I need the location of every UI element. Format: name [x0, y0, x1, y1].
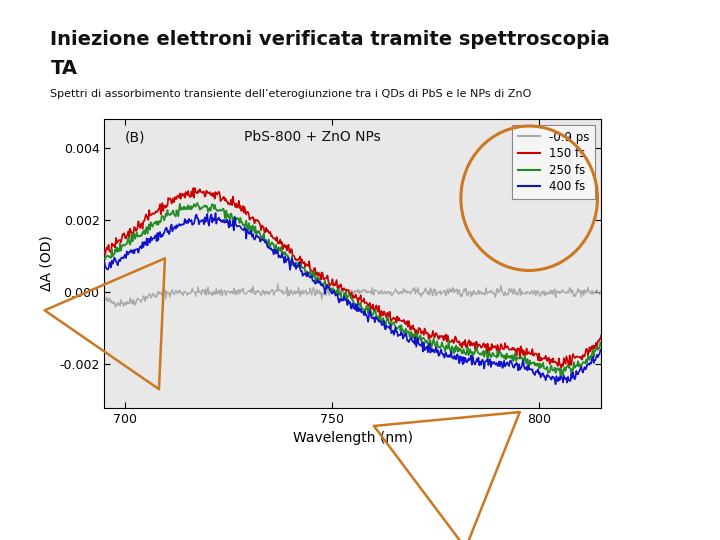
Text: TA: TA — [50, 59, 78, 78]
Text: Pagina 19: Pagina 19 — [608, 500, 660, 510]
Text: PbS-800 + ZnO NPs: PbS-800 + ZnO NPs — [243, 130, 380, 144]
Legend: -0.9 ps, 150 fs, 250 fs, 400 fs: -0.9 ps, 150 fs, 250 fs, 400 fs — [513, 125, 595, 199]
Text: Iniezione elettroni verificata tramite spettroscopia: Iniezione elettroni verificata tramite s… — [50, 30, 610, 49]
Text: (B): (B) — [125, 130, 145, 144]
Text: Spettroscopia ultraveloce applicata a materiali
nanocompositi di interesse per i: Spettroscopia ultraveloce applicata a ma… — [173, 487, 384, 516]
Y-axis label: ΔA (OD): ΔA (OD) — [40, 235, 53, 291]
X-axis label: Wavelength (nm): Wavelength (nm) — [293, 431, 413, 445]
Text: Spettri di assorbimento transiente dell’eterogiunzione tra i QDs di PbS e le NPs: Spettri di assorbimento transiente dell’… — [50, 89, 532, 99]
Text: 22 Settembre 2015: 22 Settembre 2015 — [382, 500, 482, 510]
